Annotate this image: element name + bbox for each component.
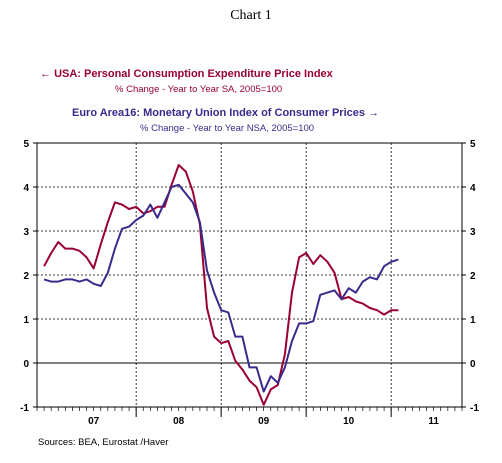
legend-usa: ← USA: Personal Consumption Expenditure …	[40, 68, 333, 80]
y-tick-label-left: -1	[20, 403, 29, 414]
x-tick-label: 09	[258, 416, 270, 427]
y-tick-label-right: 2	[470, 271, 476, 282]
y-tick-label-right: 5	[470, 139, 476, 150]
y-tick-label-left: 3	[23, 227, 29, 238]
x-tick-label: 10	[343, 416, 355, 427]
legend-usa-label: USA: Personal Consumption Expenditure Pr…	[54, 68, 333, 80]
legend-usa-sub: % Change - Year to Year SA, 2005=100	[115, 84, 283, 95]
y-tick-label-left: 1	[23, 315, 29, 326]
y-tick-label-right: 0	[470, 359, 476, 370]
y-tick-label-right: 1	[470, 315, 476, 326]
series-euro-line	[43, 183, 399, 393]
legend-euro-label: Euro Area16: Monetary Union Index of Con…	[72, 107, 365, 119]
y-tick-label-left: 2	[23, 271, 29, 282]
x-tick-label: 11	[428, 416, 439, 427]
y-tick-label-right: -1	[470, 403, 479, 414]
y-tick-label-left: 5	[23, 139, 29, 150]
y-tick-label-right: 4	[470, 183, 476, 194]
arrow-left-icon: ←	[40, 68, 51, 80]
legend-euro: Euro Area16: Monetary Union Index of Con…	[72, 107, 379, 119]
series-usa-line	[43, 164, 399, 406]
y-tick-label-left: 0	[23, 359, 29, 370]
arrow-right-icon: →	[368, 107, 380, 119]
chart-title: Chart 1	[230, 8, 272, 23]
y-tick-label-left: 4	[23, 183, 29, 194]
legend-euro-sub: % Change - Year to Year NSA, 2005=100	[140, 123, 315, 134]
x-tick-label: 07	[88, 416, 100, 427]
x-tick-label: 08	[173, 416, 185, 427]
y-tick-label-right: 3	[470, 227, 476, 238]
source-note: Sources: BEA, Eurostat /Haver	[38, 437, 169, 448]
